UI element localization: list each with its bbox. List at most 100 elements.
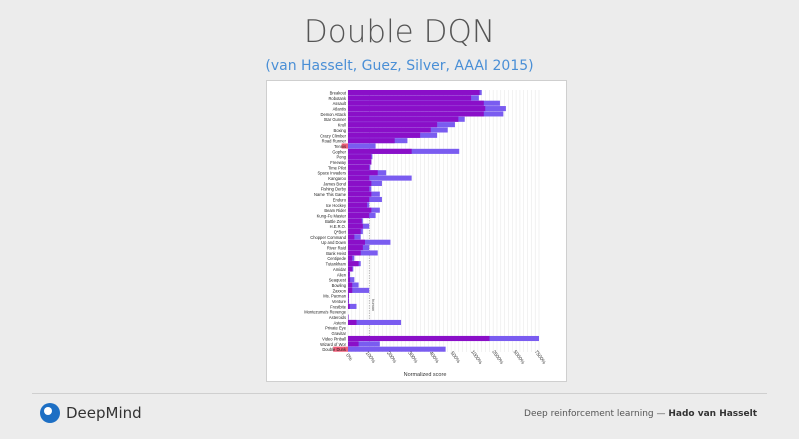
bar-dqn [348, 127, 431, 133]
x-tick-label: 7500% [533, 349, 547, 366]
category-label: Enduro [333, 197, 347, 202]
category-label: Crazy Climber [320, 133, 347, 138]
category-label: Star Gunner [324, 117, 347, 122]
category-label: Zaxxon [333, 288, 347, 293]
category-label: Bank Heist [326, 251, 347, 256]
bar-dqn [348, 298, 349, 304]
bar-dqn [348, 303, 350, 309]
category-label: Battle Zone [325, 219, 347, 224]
bar-dqn [348, 277, 351, 283]
x-tick-label: 0% [344, 353, 353, 363]
category-label: Q*Bert [334, 230, 347, 235]
bar-dqn [348, 223, 363, 229]
category-label: Asterix [333, 320, 346, 325]
bar-dqn [348, 186, 370, 192]
category-label: Beam Rider [324, 208, 346, 213]
category-label: Kangaroo [328, 176, 346, 181]
x-tick-label: 1000% [469, 349, 483, 366]
bar-dqn [348, 261, 359, 267]
bar-double-dqn [348, 250, 378, 256]
category-label: Breakout [330, 90, 347, 95]
x-tick-label: 500% [449, 350, 462, 364]
bar-dqn [348, 138, 395, 144]
bar-dqn [348, 164, 370, 170]
category-label: Road Runner [322, 139, 347, 144]
bar-dqn [348, 100, 484, 106]
bar-dqn [348, 148, 412, 154]
bar-dqn [348, 250, 361, 256]
category-label: Bowling [332, 283, 347, 288]
bar-dqn [348, 229, 361, 235]
bar-double-dqn [348, 341, 380, 347]
bar-dqn [348, 116, 459, 122]
category-label: Demon Attack [321, 112, 347, 117]
x-tick-label: 100% [364, 350, 377, 364]
footer-caption: Deep reinforcement learning — Hado van H… [524, 409, 757, 419]
bar-dqn [348, 293, 349, 299]
category-label: Amidar [333, 267, 347, 272]
category-label: H.E.R.O. [330, 224, 346, 229]
category-label: Name This Game [314, 192, 347, 197]
bar-double-dqn [348, 346, 446, 352]
category-label: Montezuma's Revenge [304, 310, 346, 315]
bar-dqn [348, 287, 353, 293]
chart-panel: Breakout Robotank Assault Atlantis Demon Att… [266, 80, 567, 382]
bar-dqn [348, 218, 362, 224]
category-label: Wizard of Wor [320, 342, 346, 347]
category-label: Kung-Fu Master [317, 213, 347, 218]
bar-dqn [348, 245, 363, 251]
category-label: Asteroids [329, 315, 346, 320]
x-axis-label: Normalized score [404, 372, 447, 378]
bar-dqn [348, 202, 368, 208]
x-tick-label: 200% [385, 350, 398, 364]
bar-dqn-negative [341, 143, 348, 149]
category-label: Alien [337, 272, 347, 277]
footer-text: Deep reinforcement learning — [524, 409, 669, 419]
bar-double-dqn [348, 277, 355, 283]
category-label: Gopher [332, 149, 346, 154]
category-label: Krull [338, 123, 346, 128]
category-label: Seaquest [329, 278, 347, 283]
category-label: James Bond [323, 181, 346, 186]
bar-dqn [348, 196, 370, 203]
bar-double-dqn [348, 287, 370, 293]
bar-dqn [348, 170, 378, 176]
bar-dqn [348, 282, 353, 288]
bar-dqn [348, 239, 365, 245]
bar-dqn [348, 341, 359, 347]
category-label: Video Pinball [322, 336, 346, 341]
category-label: Tennis [334, 144, 346, 149]
category-label: Space Invaders [318, 171, 346, 176]
category-label: Fishing Derby [321, 187, 347, 192]
bar-double-dqn [348, 319, 402, 325]
x-tick-label: 400% [428, 350, 441, 364]
human-reference-label: human [371, 299, 376, 311]
bar-dqn [348, 175, 370, 181]
bar-dqn [348, 95, 472, 101]
category-label: Ms. Pacman [323, 294, 346, 299]
category-label: Assault [333, 101, 347, 106]
bar-dqn [348, 266, 353, 272]
x-tick-label: 2500% [490, 349, 504, 366]
bar-dqn [348, 90, 480, 96]
bar-dqn [348, 106, 486, 112]
bar-dqn [348, 319, 357, 325]
bar-double-dqn [348, 175, 412, 181]
bar-double-dqn [348, 303, 357, 309]
category-label: Pong [336, 155, 346, 160]
category-label: Gravitar [331, 331, 346, 336]
footer-divider [32, 393, 767, 394]
category-label: Atlantis [333, 107, 346, 112]
category-label: Double Dunk [322, 347, 347, 352]
bar-dqn [348, 234, 355, 240]
bar-dqn [348, 271, 350, 277]
bar-double-dqn [348, 282, 359, 288]
slide-title: Double DQN [303, 14, 496, 50]
slide-subtitle[interactable]: (van Hasselt, Guez, Silver, AAAI 2015) [265, 58, 534, 74]
category-label: Centipede [327, 256, 346, 261]
bar-dqn [348, 191, 372, 197]
category-label: Freeway [330, 160, 347, 165]
bar-dqn [348, 159, 372, 165]
footer-author: Hado van Hasselt [668, 409, 757, 419]
